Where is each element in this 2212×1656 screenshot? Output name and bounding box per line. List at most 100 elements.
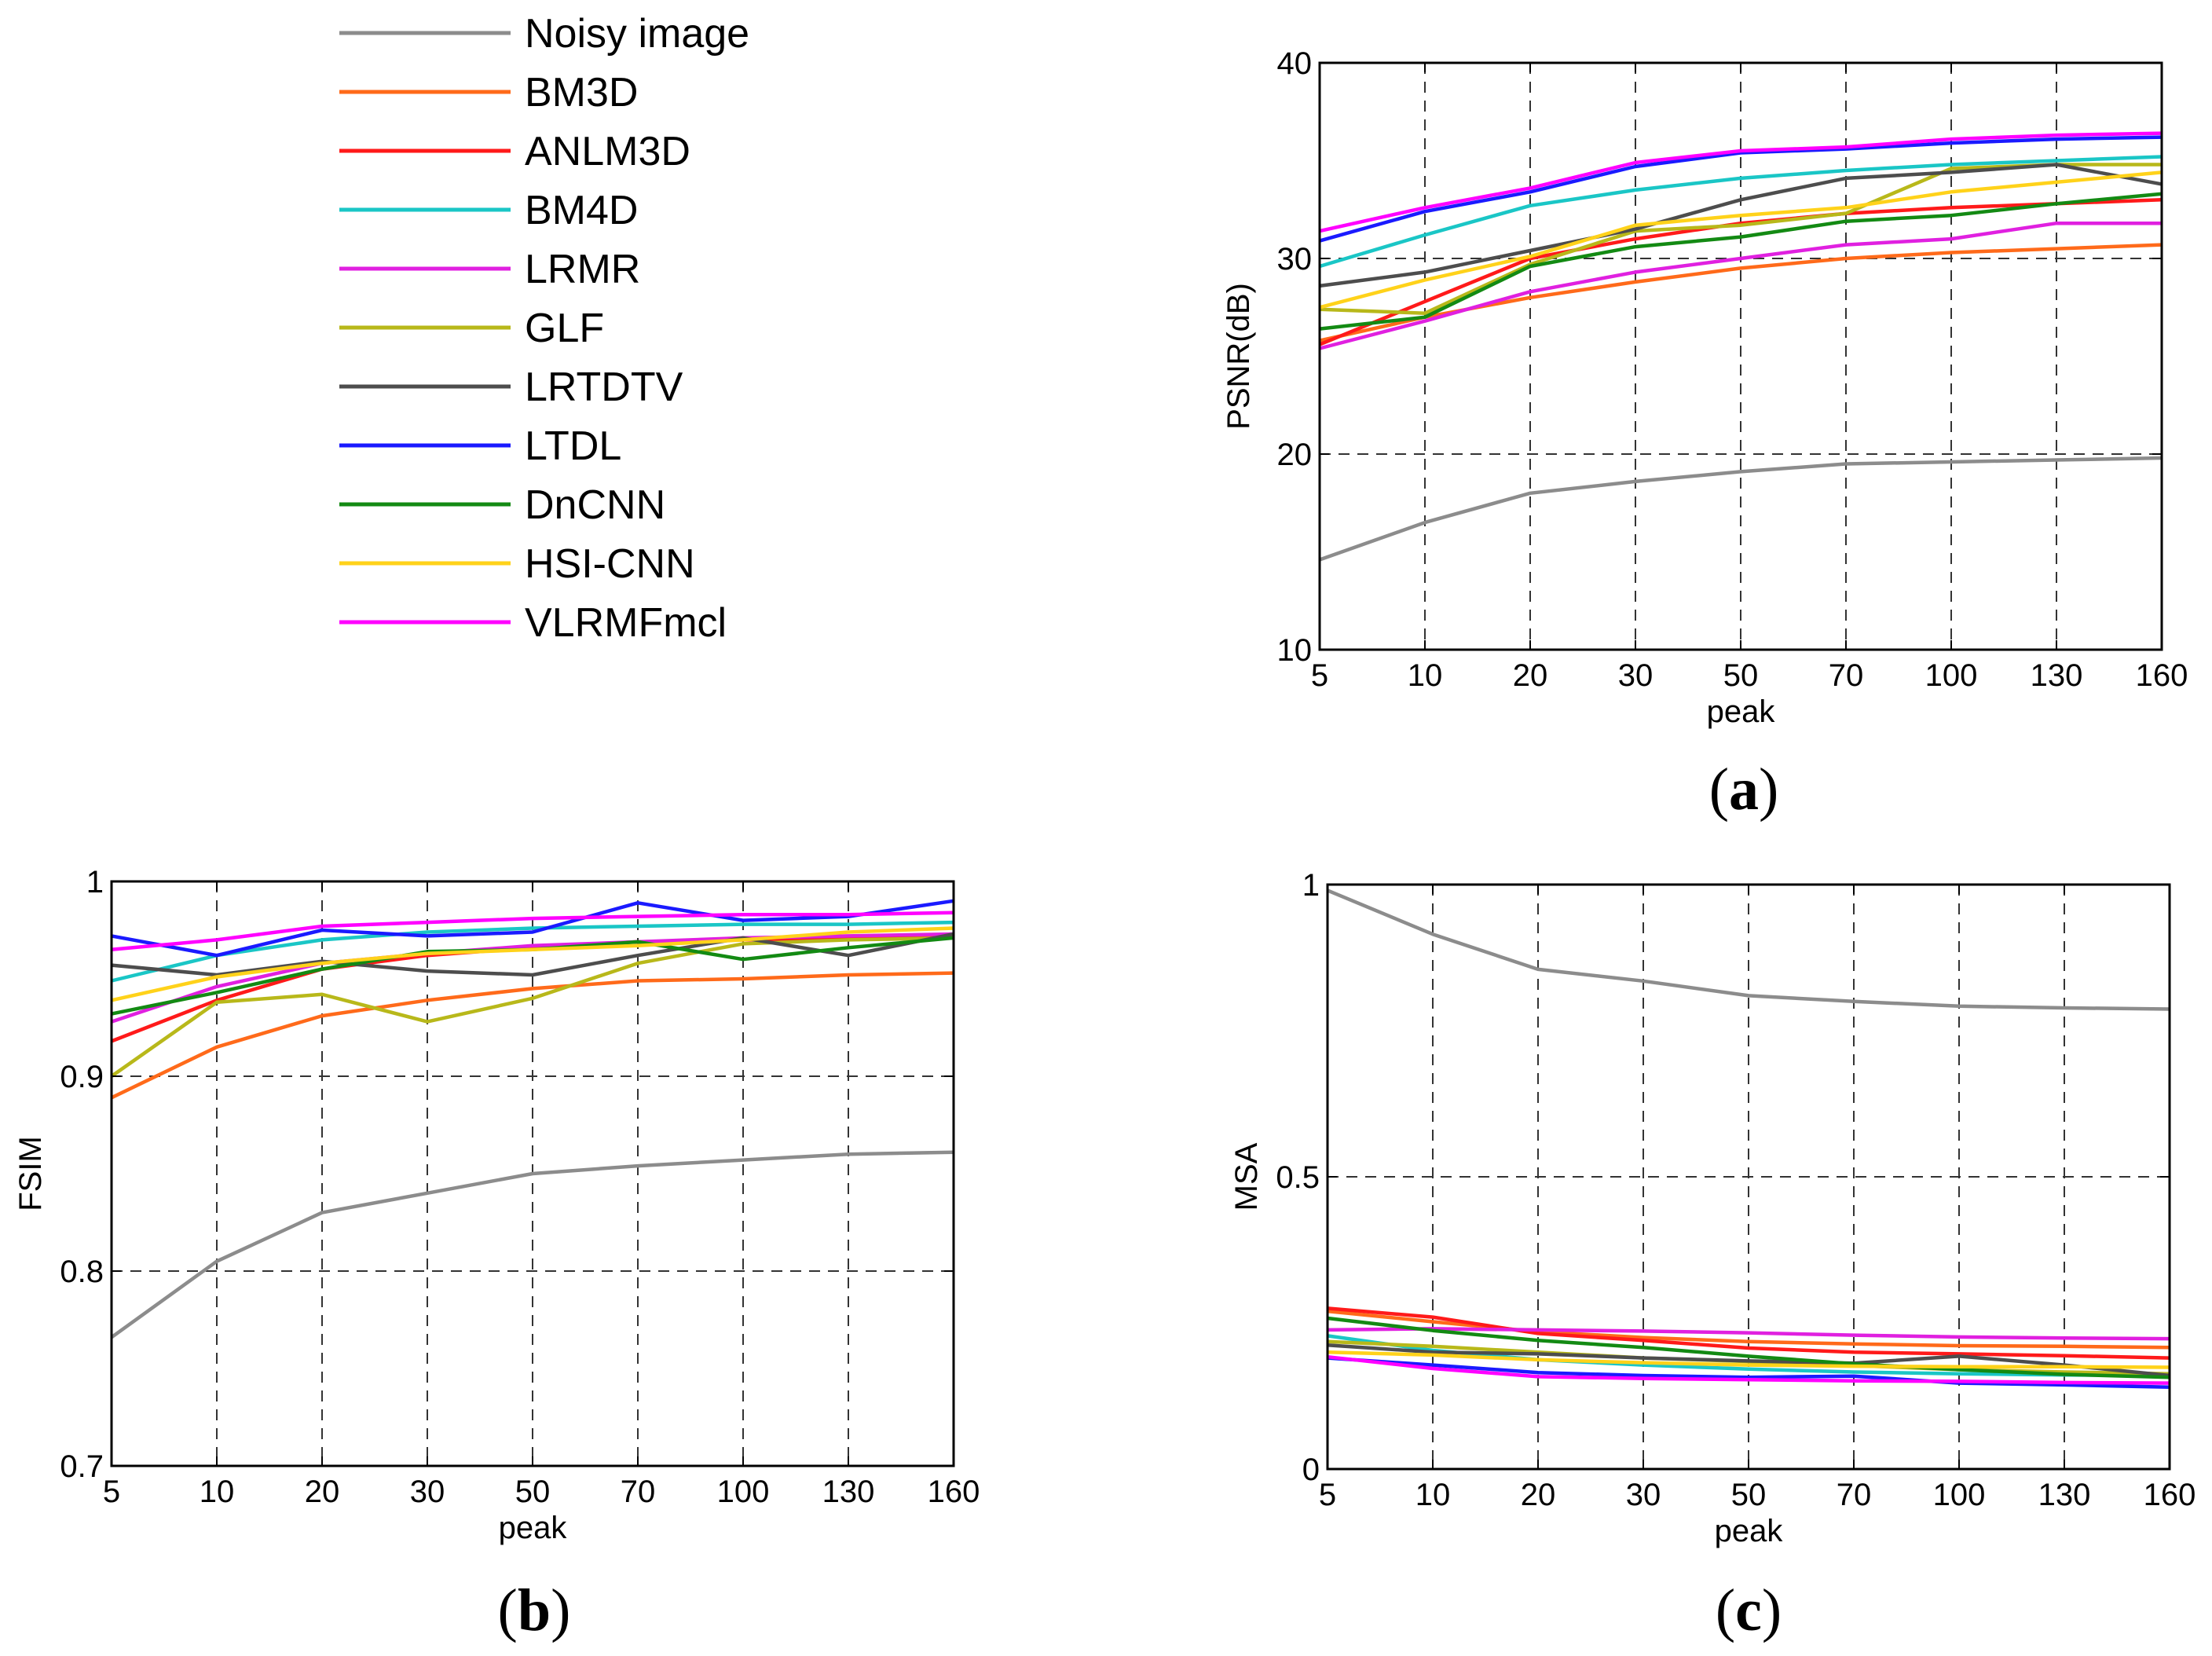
legend-label: ANLM3D [525, 129, 690, 174]
legend-label: HSI-CNN [525, 541, 695, 587]
grid [1328, 885, 2170, 1469]
panel-caption: (c) [1716, 1577, 1782, 1643]
y-tick-label: 0.8 [60, 1255, 104, 1289]
x-tick-label: 20 [305, 1475, 340, 1509]
legend-label: Noisy image [525, 11, 749, 57]
legend-entry-noisy-image: Noisy image [339, 11, 749, 57]
x-axis-label: peak [499, 1511, 568, 1545]
series-line-glf [110, 936, 954, 1078]
y-axis-label: MSA [1229, 1142, 1264, 1211]
x-tick-label: 70 [1837, 1478, 1872, 1512]
series-line-anlm3d [1327, 1306, 2170, 1360]
series-line-lrmr [111, 932, 954, 1024]
series-line-vlrmfmcl [1327, 1354, 2170, 1385]
legend-label: BM4D [525, 188, 638, 233]
x-tick-label: 30 [1626, 1478, 1661, 1512]
series-lines [1327, 888, 2170, 1390]
series-line-dncnn [1319, 192, 2163, 331]
legend-entry-bm4d: BM4D [339, 188, 638, 233]
x-tick-label: 160 [2136, 658, 2188, 693]
caption-letter: c [1735, 1577, 1762, 1643]
x-tick-label: 160 [2144, 1478, 2196, 1512]
series-line-vlrmfmcl [1319, 131, 2163, 233]
x-tick-label: 130 [2038, 1478, 2091, 1512]
y-tick-label: 40 [1277, 46, 1313, 81]
series-line-ltdl [1327, 1356, 2170, 1390]
x-axis-label: peak [1715, 1514, 1784, 1548]
x-tick-label: 20 [1521, 1478, 1556, 1512]
series-line-bm4d [111, 920, 954, 983]
series-line-bm3d [1327, 1309, 2170, 1350]
legend-label: VLRMFmcl [525, 600, 727, 646]
series-lines [1319, 131, 2163, 562]
panel-caption: (b) [498, 1577, 571, 1643]
legend-entry-lrtdtv: LRTDTV [339, 365, 683, 410]
series-line-bm4d [1319, 155, 2163, 269]
msa-chart: 5 10 20 30 50 70 100 130 160 0 0.5 1 peak MSA (c) [1229, 868, 2196, 1643]
series-line-hsi-cnn [1319, 170, 2163, 310]
x-tick-label: 100 [1925, 658, 1978, 693]
series-line-ltdl [111, 899, 954, 958]
legend-label: BM3D [525, 70, 638, 115]
series-line-lrtdtv [1319, 163, 2163, 288]
x-tick-label: 5 [1319, 1478, 1336, 1512]
series-line-anlm3d [111, 934, 954, 1043]
series-line-bm3d [111, 971, 954, 1100]
x-tick-label: 130 [2031, 658, 2083, 693]
series-line-hsi-cnn [111, 926, 954, 1002]
series-line-vlrmfmcl [111, 910, 954, 952]
x-tick-label: 10 [1408, 658, 1443, 693]
x-tick-label: 5 [103, 1475, 120, 1509]
x-tick-label: 30 [410, 1475, 445, 1509]
caption-letter: b [518, 1577, 551, 1643]
legend-label: LTDL [525, 423, 621, 469]
psnr-chart: 5 10 20 30 50 70 100 130 16010203040peakPSNR(dB)… [1221, 46, 2188, 823]
x-tick-label: 100 [1933, 1478, 1986, 1512]
legend-entry-dncnn: DnCNN [339, 482, 665, 528]
x-tick-label: 20 [1513, 658, 1548, 693]
ticks: 5 10 20 30 50 70 100 130 160 0 0.5 1 [1276, 868, 2196, 1512]
ticks: 5 10 20 30 50 70 100 130 160 0.7 0.8 0.9 1 [60, 865, 980, 1509]
y-tick-label: 0.5 [1276, 1160, 1320, 1195]
x-axis-label: peak [1707, 694, 1776, 729]
legend-label: GLF [525, 306, 604, 351]
series-line-lrmr [1327, 1327, 2170, 1341]
y-tick-label: 0 [1302, 1453, 1320, 1487]
x-tick-label: 160 [928, 1475, 980, 1509]
legend-entry-vlrmfmcl: VLRMFmcl [339, 600, 727, 646]
series-line-ltdl [1319, 135, 2163, 243]
legend-entry-hsi-cnn: HSI-CNN [339, 541, 695, 587]
legend-label: LRTDTV [525, 365, 683, 410]
series-line-hsi-cnn [1327, 1350, 2170, 1369]
caption-close-paren: ) [551, 1577, 570, 1643]
y-axis-label: PSNR(dB) [1221, 283, 1256, 430]
caption-close-paren: ) [1759, 757, 1778, 823]
caption-close-paren: ) [1762, 1577, 1782, 1643]
y-tick-label: 20 [1277, 438, 1313, 472]
caption-letter: a [1729, 757, 1759, 823]
x-tick-label: 50 [515, 1475, 551, 1509]
x-tick-label: 70 [621, 1475, 656, 1509]
x-tick-label: 5 [1311, 658, 1328, 693]
x-tick-label: 10 [200, 1475, 235, 1509]
series-line-lrtdtv [1327, 1343, 2170, 1378]
y-tick-label: 0.9 [60, 1060, 104, 1094]
caption-open-paren: ( [1709, 757, 1729, 823]
series-lines [110, 899, 954, 1339]
x-tick-label: 50 [1723, 658, 1759, 693]
caption-open-paren: ( [498, 1577, 518, 1643]
y-tick-label: 1 [86, 865, 104, 899]
series-line-noisy-image [1327, 888, 2170, 1011]
legend-entry-anlm3d: ANLM3D [339, 129, 690, 174]
fsim-chart: 5 10 20 30 50 70 100 130 160 0.7 0.8 0.9 1 peak FSIM (b… [13, 865, 980, 1643]
legend-label: LRMR [525, 247, 640, 292]
x-tick-label: 30 [1618, 658, 1654, 693]
series-line-dncnn [1327, 1316, 2170, 1379]
y-axis-label: FSIM [13, 1136, 48, 1211]
series-line-anlm3d [1319, 198, 2163, 346]
series-line-noisy-image [1319, 456, 2163, 562]
y-tick-label: 30 [1277, 242, 1313, 277]
series-line-noisy-image [110, 1150, 954, 1339]
